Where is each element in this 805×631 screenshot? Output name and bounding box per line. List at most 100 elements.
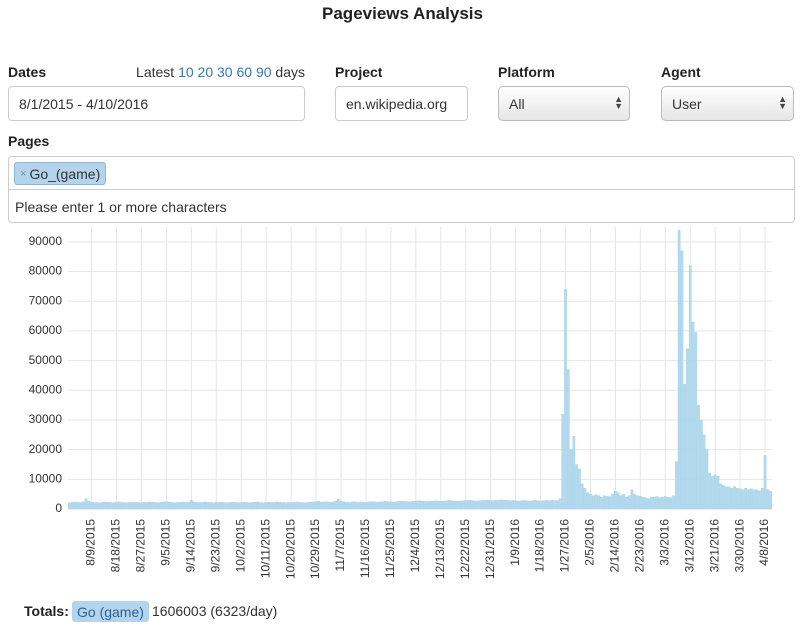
bar bbox=[472, 500, 476, 510]
bar bbox=[131, 502, 135, 510]
bar bbox=[475, 500, 479, 510]
bar bbox=[123, 502, 127, 510]
bar bbox=[339, 500, 343, 510]
bar bbox=[594, 494, 598, 510]
pages-input[interactable]: × Go_(game) Please enter 1 or more charac… bbox=[8, 156, 795, 223]
bar bbox=[306, 502, 310, 510]
bar bbox=[447, 500, 451, 510]
bar bbox=[400, 500, 404, 510]
bar bbox=[104, 501, 107, 510]
bar bbox=[547, 500, 551, 510]
bar bbox=[331, 501, 335, 510]
x-tick-label: 11/7/2015 bbox=[333, 519, 347, 572]
bar bbox=[237, 502, 240, 510]
bar bbox=[633, 494, 637, 510]
x-tick-label: 12/31/2015 bbox=[483, 519, 497, 579]
bar bbox=[614, 491, 617, 510]
bar bbox=[206, 502, 210, 510]
bar bbox=[406, 501, 409, 510]
bar bbox=[605, 496, 609, 510]
bar bbox=[220, 502, 224, 510]
bar bbox=[436, 500, 440, 510]
bar bbox=[722, 485, 725, 510]
bar bbox=[663, 496, 667, 510]
bar bbox=[420, 500, 423, 510]
x-tick-label: 10/29/2015 bbox=[308, 519, 322, 579]
bar bbox=[539, 500, 542, 510]
bar bbox=[148, 501, 152, 510]
bar bbox=[259, 502, 262, 510]
bar bbox=[195, 502, 199, 510]
bar bbox=[536, 500, 540, 510]
range-link[interactable]: 60 bbox=[236, 64, 253, 80]
bar bbox=[655, 496, 659, 510]
bar bbox=[727, 486, 731, 510]
bar bbox=[234, 502, 238, 510]
bar bbox=[95, 502, 99, 510]
y-tick-label: 90000 bbox=[29, 234, 63, 248]
field-label: Agent bbox=[661, 64, 701, 80]
bar bbox=[245, 502, 249, 510]
range-link[interactable]: 30 bbox=[217, 64, 233, 80]
range-link[interactable]: 20 bbox=[197, 64, 214, 80]
bar bbox=[481, 500, 484, 510]
x-tick-label: 10/20/2015 bbox=[283, 519, 297, 579]
x-tick-label: 10/11/2015 bbox=[258, 519, 272, 578]
bar bbox=[250, 502, 254, 510]
tag-remove[interactable]: × bbox=[20, 167, 27, 180]
tag-text: Go_(game) bbox=[29, 165, 101, 182]
bar bbox=[508, 500, 512, 510]
bar bbox=[611, 494, 614, 510]
x-tick-label: 4/8/2016 bbox=[757, 519, 771, 566]
bar bbox=[494, 500, 498, 510]
x-tick-label: 3/12/2016 bbox=[682, 519, 696, 573]
bar bbox=[542, 500, 545, 510]
page-tag[interactable]: × Go_(game) bbox=[14, 162, 107, 185]
project-value: en.wikipedia.org bbox=[346, 95, 448, 112]
bar bbox=[600, 496, 603, 510]
bar bbox=[747, 489, 750, 510]
bar bbox=[661, 496, 664, 510]
bar bbox=[70, 502, 74, 510]
bar bbox=[591, 495, 595, 510]
bar bbox=[572, 436, 576, 510]
bar bbox=[278, 502, 282, 510]
latest-links: Latest 10 20 30 60 90 days bbox=[135, 64, 305, 80]
bar bbox=[353, 501, 357, 510]
bar bbox=[697, 404, 700, 510]
project-input[interactable]: en.wikipedia.org bbox=[335, 86, 468, 121]
y-tick-label: 70000 bbox=[29, 293, 63, 307]
platform-select[interactable]: All ▲ ▼ bbox=[498, 86, 630, 121]
range-link[interactable]: 90 bbox=[255, 64, 272, 80]
bar bbox=[760, 488, 764, 510]
bar bbox=[517, 500, 520, 510]
bar bbox=[239, 502, 243, 510]
bar bbox=[586, 492, 590, 510]
bar bbox=[364, 502, 368, 510]
bar bbox=[298, 502, 301, 510]
bar bbox=[616, 492, 620, 510]
bar bbox=[639, 496, 642, 510]
bar bbox=[769, 491, 772, 510]
page-title: Pageviews Analysis bbox=[322, 4, 483, 23]
bar bbox=[345, 502, 348, 510]
bar bbox=[736, 488, 739, 510]
bar bbox=[711, 476, 714, 510]
bar bbox=[292, 502, 296, 510]
bar bbox=[489, 500, 493, 510]
range-link[interactable]: 10 bbox=[178, 64, 194, 80]
date-input[interactable]: 8/1/2015 - 4/10/2016 bbox=[8, 86, 305, 121]
bar bbox=[544, 500, 548, 510]
agent-select[interactable]: User ▲ ▼ bbox=[661, 86, 794, 121]
bar bbox=[311, 501, 315, 510]
bar bbox=[730, 488, 734, 510]
bar bbox=[397, 501, 401, 510]
x-tick-label: 12/22/2015 bbox=[458, 519, 472, 579]
bar bbox=[683, 384, 687, 510]
totals-label: Totals: bbox=[24, 603, 69, 619]
bar bbox=[356, 502, 359, 510]
bar bbox=[444, 500, 448, 510]
bar bbox=[619, 495, 623, 510]
bar bbox=[378, 501, 382, 510]
x-tick-label: 10/2/2015 bbox=[233, 519, 247, 573]
